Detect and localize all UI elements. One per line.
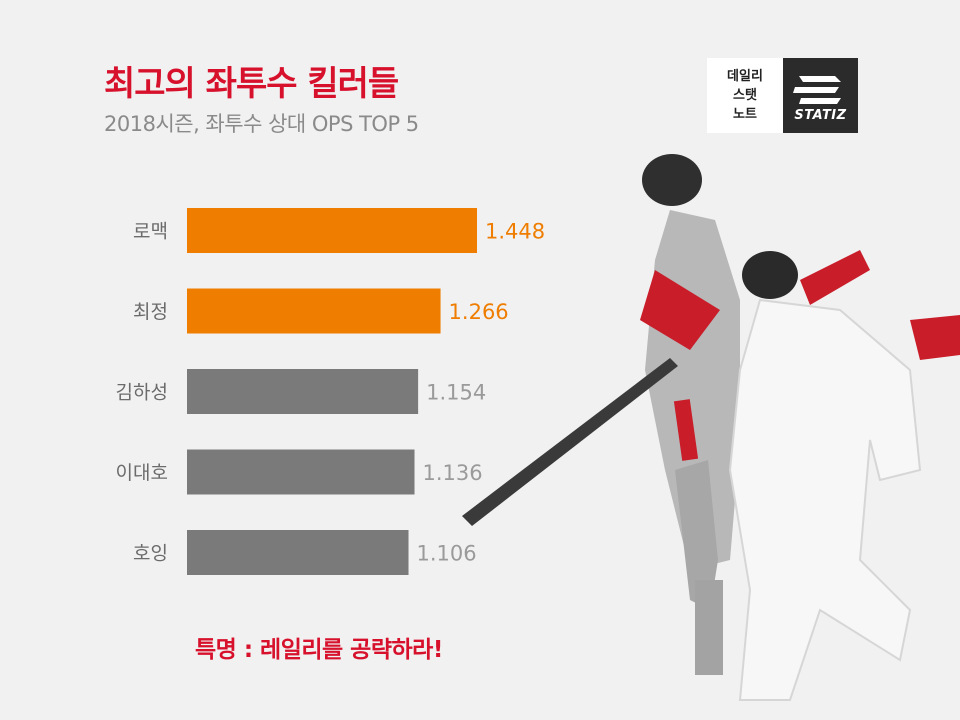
logo-line-1: 데일리 — [727, 69, 763, 84]
logo-line-3: 노트 — [733, 107, 757, 122]
category-label: 로맥 — [133, 221, 168, 243]
category-label: 김하성 — [116, 382, 168, 404]
daily-stat-note-logo: 데일리 스탯 노트 — [707, 58, 783, 133]
statiz-logo: STATIZ — [783, 58, 858, 133]
value-label: 1.448 — [485, 220, 545, 244]
batter-right-figure — [728, 250, 960, 701]
bar-3 — [187, 369, 419, 414]
page-title: 최고의 좌투수 킬러들 — [104, 64, 399, 104]
bar-4 — [187, 449, 415, 495]
bar-1 — [187, 208, 477, 253]
footnote: 특명 : 레일리를 공략하라! — [195, 637, 443, 663]
value-label: 1.106 — [417, 542, 477, 566]
value-label: 1.136 — [423, 461, 483, 485]
category-label: 이대호 — [116, 462, 168, 484]
value-label: 1.266 — [449, 300, 509, 324]
batter-left-figure — [640, 154, 740, 675]
logo-line-2: 스탯 — [733, 88, 757, 103]
statiz-brand-text: STATIZ — [794, 108, 847, 123]
bar-2 — [187, 288, 441, 334]
page-subtitle: 2018시즌, 좌투수 상대 OPS TOP 5 — [104, 112, 419, 136]
baseball-bat-icon — [462, 358, 678, 526]
bar-5 — [187, 530, 409, 575]
category-label: 호잉 — [133, 543, 168, 565]
statiz-emblem-icon — [793, 76, 841, 104]
player-illustration — [462, 154, 960, 701]
value-label: 1.154 — [426, 381, 486, 405]
category-label: 최정 — [133, 301, 168, 323]
